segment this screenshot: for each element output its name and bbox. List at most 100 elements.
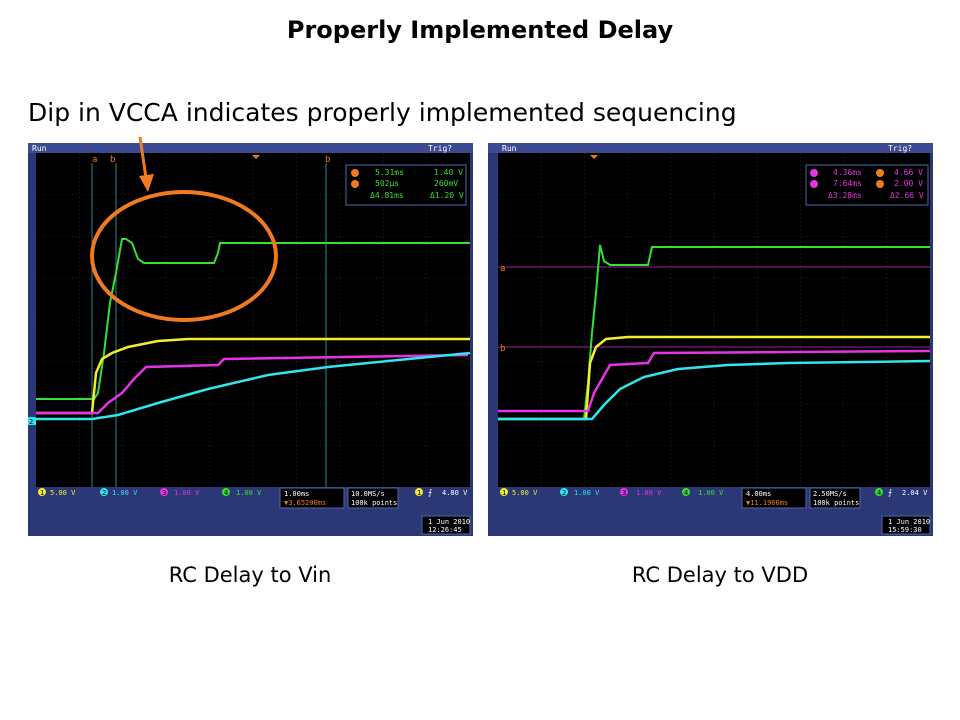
- datetime-box: [881, 515, 931, 535]
- ch2-waveform: [498, 359, 931, 421]
- page-title: Properly Implemented Delay: [286, 16, 674, 44]
- left-scope-screenshot: Run Trig? a b b 5.31ms 1.40 V 502µs 260m…: [28, 143, 473, 536]
- readout-delta-value: Δ2.66 V: [890, 191, 924, 200]
- readout-a-time: 4.36ms: [833, 168, 862, 177]
- channel-readouts: 1 5.00 V 2 1.00 V 3 1.00 V 4 1.00 V: [38, 488, 262, 497]
- cursor-a-time-icon: [810, 169, 818, 177]
- run-status: Run: [32, 144, 47, 153]
- trigger-source-badge: [875, 488, 883, 496]
- trigger-source-label: 4: [877, 489, 881, 497]
- trigger-slope-icon: ⨍: [888, 488, 892, 497]
- timebase-value: 4.00ms: [746, 490, 771, 498]
- sample-rate: 10.0MS/s: [351, 490, 385, 498]
- ch1-waveform: [36, 337, 470, 415]
- trigger-status: Trig?: [428, 144, 452, 153]
- cursor-readout-box: [805, 164, 929, 206]
- cursor-b-marker: b: [500, 344, 505, 354]
- ch1-badge: [38, 488, 46, 496]
- cursor-b-right-marker: b: [325, 155, 330, 165]
- horizontal-position: ▼3.65200ms: [284, 499, 326, 507]
- ch4-scale: 1.00 V: [698, 489, 724, 497]
- ch2-scale: 1.00 V: [574, 489, 600, 497]
- readout-a-time: 5.31ms: [375, 168, 404, 177]
- right-caption: RC Delay to VDD: [631, 563, 809, 587]
- readout-delta-value: Δ1.20 V: [430, 191, 464, 200]
- cursor-a-icon: [351, 169, 359, 177]
- cursor-b-icon: [351, 180, 359, 188]
- ch2-badge-label: 2: [102, 489, 106, 497]
- acquisition-box: [809, 487, 861, 509]
- readout-b-time: 502µs: [375, 179, 399, 188]
- readout-b-value: 2.00 V: [894, 179, 923, 188]
- trigger-source-label: 1: [417, 489, 421, 497]
- ch2-badge: [100, 488, 108, 496]
- ch3-scale: 1.00 V: [636, 489, 662, 497]
- ch2-ground-marker: [28, 417, 36, 425]
- date: 1 Jun 2010: [888, 518, 930, 526]
- cursor-a-marker: a: [500, 264, 505, 274]
- readout-b-value: 260mV: [434, 179, 458, 188]
- right-scope-display: Run Trig? a b 4.36ms 4.66 V 7.64ms 2.00 …: [488, 143, 933, 536]
- timebase-box: [279, 487, 345, 509]
- ch2-badge-label: 2: [562, 489, 566, 497]
- ch4-badge: [682, 488, 690, 496]
- ch4-badge-label: 4: [224, 489, 228, 497]
- ch4-badge-label: 4: [684, 489, 688, 497]
- cursor-readout-box: [345, 164, 467, 206]
- ch3-waveform: [498, 349, 931, 413]
- right-scope-screenshot: Run Trig? a b 4.36ms 4.66 V 7.64ms 2.00 …: [488, 143, 933, 536]
- trigger-position-marker: [590, 155, 598, 159]
- channel-readouts: 1 5.00 V 2 1.00 V 3 1.00 V 4 1.00 V: [500, 488, 724, 497]
- run-status: Run: [502, 144, 517, 153]
- trigger-status: Trig?: [888, 144, 912, 153]
- cursor-b-icon: [876, 180, 884, 188]
- time: 12:26:45: [428, 526, 462, 534]
- left-scope-display: Run Trig? a b b 5.31ms 1.40 V 502µs 260m…: [28, 143, 473, 536]
- cursor-a-marker: a: [92, 155, 97, 165]
- ch1-scale: 5.00 V: [512, 489, 538, 497]
- ch1-badge-label: 1: [40, 489, 44, 497]
- ch3-badge: [160, 488, 168, 496]
- ch3-badge: [620, 488, 628, 496]
- ch1-badge: [500, 488, 508, 496]
- trigger-position-marker: [252, 155, 260, 159]
- ch3-badge-label: 3: [162, 489, 166, 497]
- trigger-level: 4.80 V: [442, 489, 468, 497]
- trigger-level: 2.04 V: [902, 489, 928, 497]
- ch1-scale: 5.00 V: [50, 489, 76, 497]
- ch4-scale: 1.00 V: [236, 489, 262, 497]
- time: 15:59:30: [888, 526, 922, 534]
- readout-b-time: 7.64ms: [833, 179, 862, 188]
- cursor-b-marker: b: [110, 155, 115, 165]
- horizontal-position: ▼11.1960ms: [746, 499, 788, 507]
- trigger-source-badge: [415, 488, 423, 496]
- readout-delta-time: Δ3.28ms: [828, 191, 862, 200]
- scope-status-bar: [488, 143, 933, 153]
- subtitle: Dip in VCCA indicates properly implement…: [28, 98, 737, 127]
- timebase-box: [741, 487, 807, 509]
- scope-status-bar: [28, 143, 473, 153]
- sample-rate: 2.50MS/s: [813, 490, 847, 498]
- ch3-waveform: [36, 353, 469, 415]
- cursor-b-time-icon: [810, 180, 818, 188]
- cursor-a-icon: [876, 169, 884, 177]
- readout-a-value: 1.40 V: [434, 168, 463, 177]
- trigger-slope-icon: ⨍: [428, 488, 432, 497]
- ch2-waveform: [36, 351, 471, 421]
- ch2-ground-label: 2: [29, 418, 33, 426]
- ch2-badge: [560, 488, 568, 496]
- record-length: 100k points: [351, 499, 397, 507]
- acquisition-box: [347, 487, 399, 509]
- ch2-scale: 1.00 V: [112, 489, 138, 497]
- date: 1 Jun 2010: [428, 518, 470, 526]
- ch1-badge-label: 1: [502, 489, 506, 497]
- ch3-badge-label: 3: [622, 489, 626, 497]
- ch4-badge: [222, 488, 230, 496]
- readout-delta-time: Δ4.81ms: [370, 191, 404, 200]
- record-length: 100k points: [813, 499, 859, 507]
- ch3-scale: 1.00 V: [174, 489, 200, 497]
- timebase-value: 1.00ms: [284, 490, 309, 498]
- readout-a-value: 4.66 V: [894, 168, 923, 177]
- datetime-box: [421, 515, 471, 535]
- left-caption: RC Delay to Vin: [168, 563, 332, 587]
